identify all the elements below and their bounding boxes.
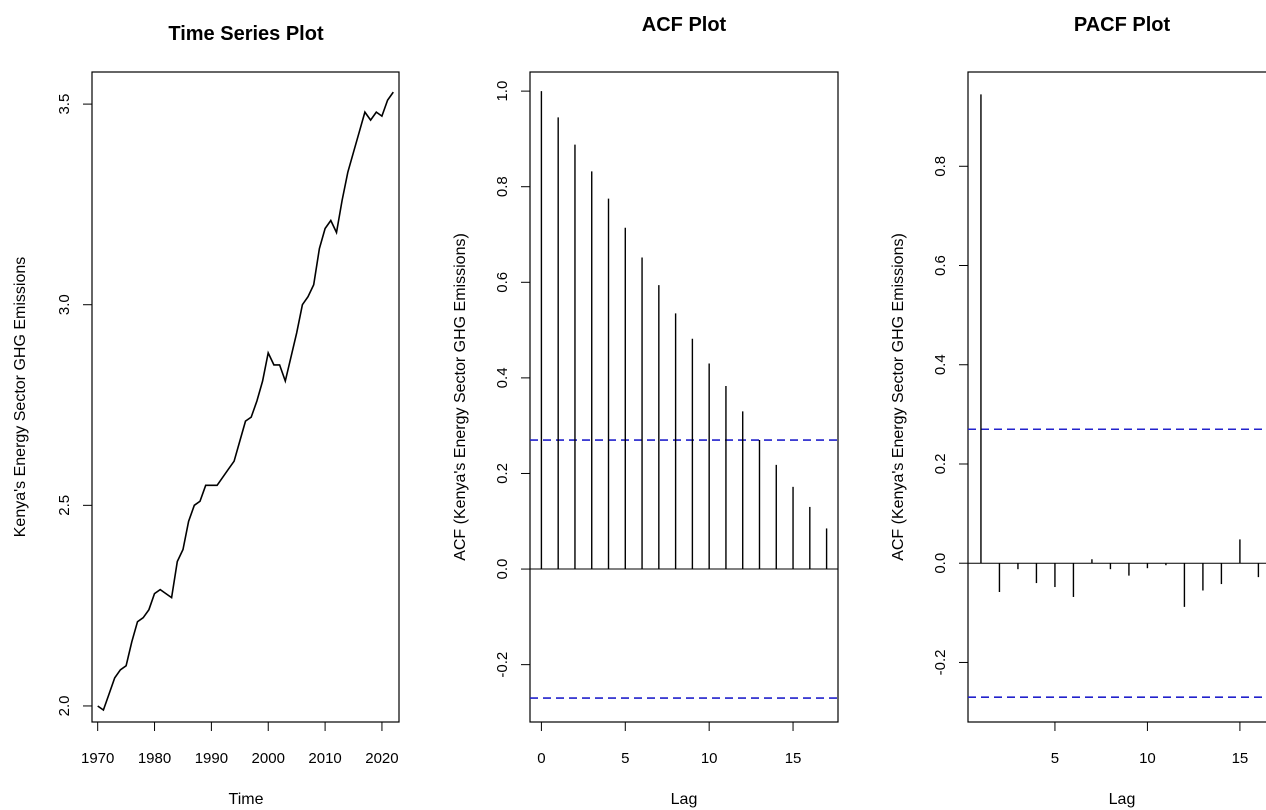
acf-ylabel: ACF (Kenya's Energy Sector GHG Emissions… <box>452 233 469 561</box>
time-series-axes: 1970 1980 1990 2000 2010 2020 2.0 2.5 3.0 3.5 <box>56 94 399 767</box>
time-series-ytick-label: 2.0 <box>56 696 73 717</box>
time-series-xtick-label: 2000 <box>252 750 285 767</box>
pacf-frame <box>967 71 1266 723</box>
time-series-xlabel: Time <box>229 791 264 808</box>
acf-ytick-label: 0.8 <box>494 176 511 197</box>
time-series-xtick-label: 1970 <box>81 750 114 767</box>
acf-ytick-label: 0.4 <box>494 367 511 388</box>
acf-xtick-label: 0 <box>537 750 545 767</box>
pacf-title: PACF Plot <box>1074 14 1171 36</box>
acf-ytick-label: 0.0 <box>494 559 511 580</box>
pacf-ylabel: ACF (Kenya's Energy Sector GHG Emissions… <box>890 233 907 561</box>
time-series-panel: Time Series Plot Time Kenya's Energy Sec… <box>12 23 400 808</box>
pacf-xlabel: Lag <box>1109 791 1136 808</box>
time-series-marks <box>97 91 394 712</box>
time-series-series-line <box>97 91 394 712</box>
time-series-xtick-label: 1980 <box>138 750 171 767</box>
acf-xtick-label: 15 <box>785 750 802 767</box>
acf-title: ACF Plot <box>642 14 727 36</box>
time-series-xtick-label: 2020 <box>365 750 398 767</box>
pacf-ytick-label: 0.2 <box>932 454 949 475</box>
pacf-marks <box>968 94 1266 698</box>
acf-ytick-label: 0.2 <box>494 463 511 484</box>
acf-frame <box>529 71 839 723</box>
pacf-ytick-label: 0.4 <box>932 354 949 375</box>
time-series-ytick-label: 3.5 <box>56 94 73 115</box>
acf-xlabel: Lag <box>671 791 698 808</box>
acf-xtick-label: 10 <box>701 750 718 767</box>
acf-axes: 0 5 10 15 -0.2 0.0 0.2 0.4 0.6 0.8 1.0 <box>494 81 801 767</box>
acf-panel: ACF Plot Lag ACF (Kenya's Energy Sector … <box>452 14 839 808</box>
pacf-xtick-label: 15 <box>1232 750 1249 767</box>
time-series-ylabel: Kenya's Energy Sector GHG Emissions <box>12 257 29 538</box>
time-series-frame <box>91 71 400 723</box>
pacf-xtick-label: 5 <box>1051 750 1059 767</box>
time-series-ytick-label: 3.0 <box>56 294 73 315</box>
pacf-xtick-label: 10 <box>1139 750 1156 767</box>
pacf-ytick-label: -0.2 <box>932 650 949 676</box>
acf-marks <box>530 91 838 699</box>
acf-ytick-label: -0.2 <box>494 652 511 678</box>
time-series-ytick-label: 2.5 <box>56 495 73 516</box>
pacf-axes: 5 10 15 -0.2 0.0 0.2 0.4 0.6 0.8 <box>932 156 1248 767</box>
pacf-ytick-label: 0.8 <box>932 156 949 177</box>
time-series-xtick-label: 1990 <box>195 750 228 767</box>
pacf-panel: PACF Plot Lag ACF (Kenya's Energy Sector… <box>890 14 1266 808</box>
time-series-title: Time Series Plot <box>168 23 324 45</box>
acf-ytick-label: 1.0 <box>494 81 511 102</box>
acf-xtick-label: 5 <box>621 750 629 767</box>
pacf-ytick-label: 0.6 <box>932 255 949 276</box>
time-series-xtick-label: 2010 <box>308 750 341 767</box>
pacf-ytick-label: 0.0 <box>932 553 949 574</box>
acf-ytick-label: 0.6 <box>494 272 511 293</box>
